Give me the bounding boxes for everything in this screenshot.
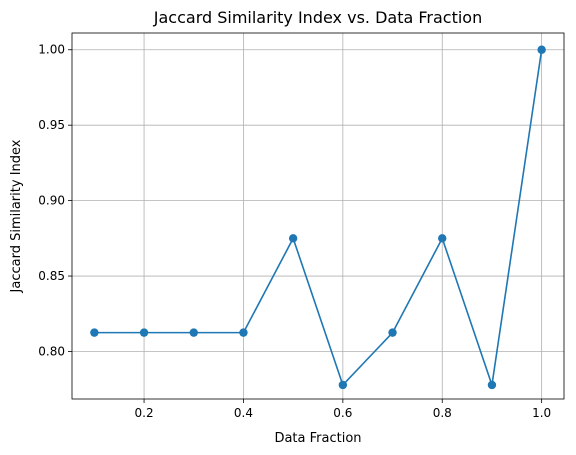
data-point (487, 380, 497, 390)
y-tick-label: 0.80 (38, 344, 65, 358)
data-point (338, 380, 348, 390)
data-point (189, 328, 198, 337)
x-tick-label: 1.0 (532, 406, 551, 420)
data-point (288, 234, 298, 243)
data-point (388, 328, 397, 337)
data-point (139, 328, 149, 337)
data-point (537, 45, 546, 54)
x-tick-label: 0.8 (433, 406, 452, 420)
ticks: 0.2 0.4 0.6 0.8 1.0 0.80 0.85 0.90 0.95 1.00 (38, 43, 551, 420)
plot-series (90, 45, 546, 390)
data-point (438, 234, 447, 243)
y-tick-label: 0.90 (38, 194, 65, 208)
x-tick-label: 0.6 (333, 406, 352, 420)
plot-frame (71, 32, 565, 400)
y-tick-label: 1.00 (38, 43, 65, 57)
data-point (239, 328, 248, 337)
x-tick-label: 0.4 (234, 406, 253, 420)
data-point (90, 328, 99, 337)
y-axis-label: Jaccard Similarity Index (9, 139, 24, 293)
y-tick-label: 0.95 (38, 118, 65, 132)
x-axis-label: Data Fraction (274, 431, 361, 446)
grid (72, 33, 564, 399)
chart-title: Jaccard Similarity Index vs. Data Fracti… (153, 8, 482, 27)
x-tick-label: 0.2 (135, 406, 154, 420)
series-line (94, 49, 543, 387)
y-tick-label: 0.85 (38, 269, 65, 283)
